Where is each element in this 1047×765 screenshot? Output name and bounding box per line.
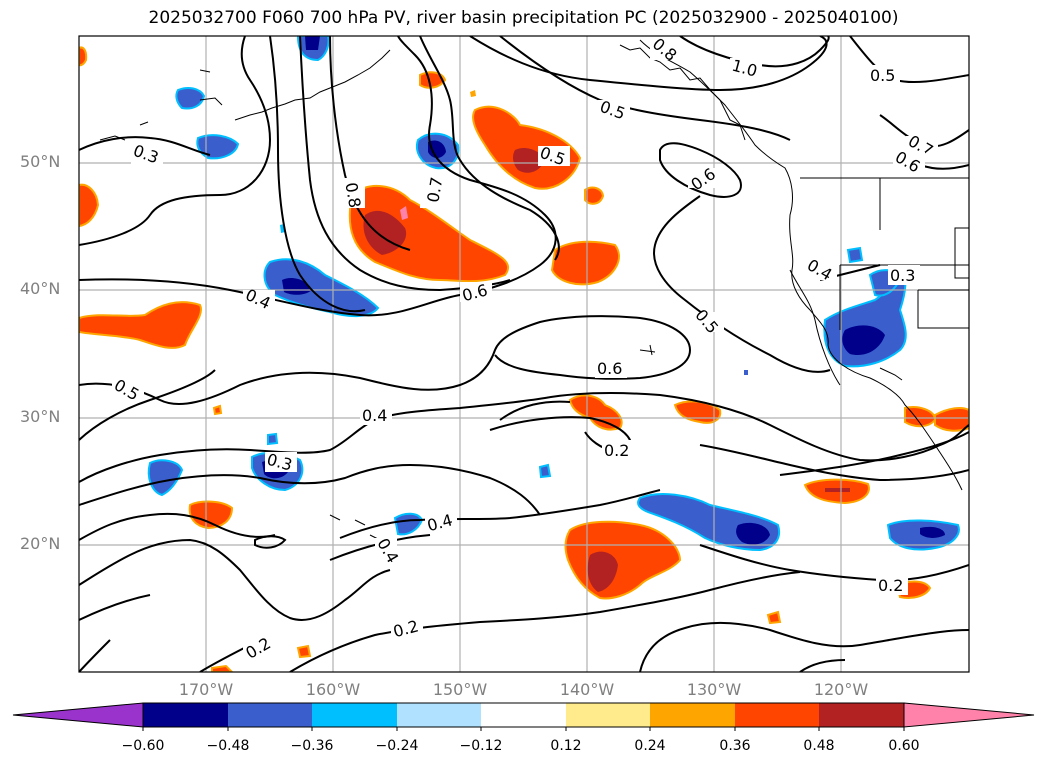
map-title: 2025032700 F060 700 hPa PV, river basin … (148, 8, 899, 28)
contour-label: 0.4 (804, 255, 836, 284)
lon-label: 150°W (432, 680, 488, 699)
gridlines (79, 36, 969, 672)
colorbar-segment (650, 703, 735, 727)
precipitation-shading (79, 36, 969, 672)
contour-label: 0.8 (341, 181, 364, 209)
lon-label: 130°W (686, 680, 742, 699)
contour-label: 0.2 (604, 441, 629, 460)
pv-contours (79, 36, 969, 672)
colorbar-tick-label: 0.48 (803, 738, 835, 754)
colorbar-segment (819, 703, 904, 727)
colorbar-tick-label: 0.36 (719, 738, 751, 754)
contour-label: 0.5 (870, 66, 895, 85)
colorbar-segment (397, 703, 481, 727)
contour-label: 0.2 (878, 576, 903, 595)
map-frame (78, 35, 970, 673)
lat-label: 30°N (20, 407, 61, 426)
colorbar-tick-label: 0.60 (888, 738, 920, 754)
lon-label: 170°W (178, 680, 234, 699)
lon-label: 140°W (559, 680, 615, 699)
colorbar-segment (566, 703, 650, 727)
contour-label: 0.5 (111, 375, 143, 404)
colorbar-tick-label: −0.48 (206, 738, 250, 754)
colorbar (12, 702, 1035, 731)
contour-labels: 0.3 0.8 0.7 0.5 0.4 0.6 0.5 0.6 1.0 0.5 … (111, 34, 938, 663)
contour-label: 0.5 (691, 305, 722, 337)
colorbar-segment (735, 703, 819, 727)
lat-label: 40°N (20, 279, 61, 298)
colorbar-tick-label: −0.24 (375, 738, 419, 754)
colorbar-extend-min (12, 702, 144, 728)
lon-label: 160°W (305, 680, 361, 699)
colorbar-tick-label: 0.12 (550, 738, 582, 754)
contour-label: 0.4 (362, 406, 387, 425)
contour-label: 0.3 (890, 266, 915, 285)
colorbar-segment (143, 703, 228, 727)
colorbar-segment (481, 703, 566, 727)
positive-precip-areas (79, 46, 969, 672)
coastlines (99, 39, 969, 541)
colorbar-tick-label: −0.36 (290, 738, 334, 754)
colorbar-extend-max (903, 702, 1035, 728)
contour-label: 0.6 (597, 359, 622, 378)
lon-label: 120°W (813, 680, 869, 699)
contour-label: 0.8 (649, 34, 681, 65)
lat-label: 50°N (20, 152, 61, 171)
colorbar-tick-label: 0.24 (634, 738, 666, 754)
negative-precip-areas (147, 36, 960, 552)
colorbar-tick-label: −0.12 (459, 738, 503, 754)
colorbar-segment (312, 703, 397, 727)
colorbar-tick-label: −0.60 (121, 738, 165, 754)
colorbar-segment (228, 703, 312, 727)
lat-label: 20°N (20, 534, 61, 553)
contour-label: 0.7 (423, 176, 446, 204)
